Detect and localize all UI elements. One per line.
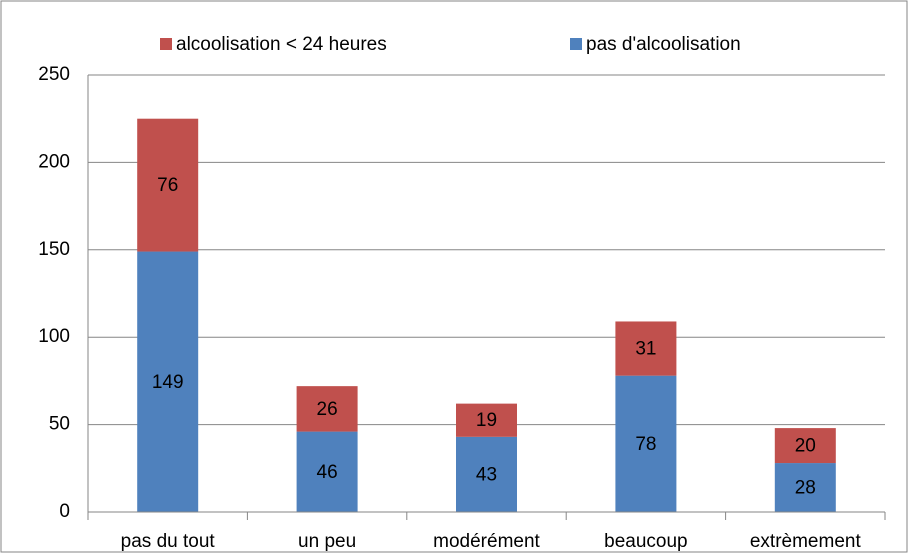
legend-label: alcoolisation < 24 heures bbox=[176, 34, 387, 55]
bar-segment bbox=[456, 403, 517, 437]
bar-segment bbox=[615, 321, 677, 376]
legend-swatch bbox=[160, 38, 172, 50]
y-tick-label: 250 bbox=[38, 64, 70, 85]
data-label: 78 bbox=[635, 434, 656, 455]
y-tick-label: 200 bbox=[38, 151, 70, 172]
legend-swatch bbox=[570, 38, 582, 50]
data-label: 149 bbox=[152, 372, 184, 393]
data-label: 31 bbox=[635, 339, 656, 360]
bar-segment bbox=[137, 251, 199, 512]
data-label: 19 bbox=[476, 410, 497, 431]
data-label: 76 bbox=[157, 175, 178, 196]
x-tick-label: beaucoup bbox=[604, 531, 687, 552]
bar-segment bbox=[137, 118, 199, 252]
bar-segment bbox=[774, 463, 836, 512]
x-tick-label: pas du tout bbox=[121, 531, 216, 552]
bar-segment bbox=[456, 436, 517, 512]
legend-label: pas d'alcoolisation bbox=[586, 34, 741, 55]
y-tick-label: 100 bbox=[38, 326, 70, 347]
bar-segment bbox=[296, 431, 358, 512]
x-tick-label: extrèmement bbox=[750, 531, 862, 552]
data-label: 20 bbox=[795, 436, 816, 457]
y-tick-label: 150 bbox=[38, 239, 70, 260]
x-tick-label: modérément bbox=[433, 531, 540, 552]
data-label: 26 bbox=[317, 399, 338, 420]
x-tick-label: un peu bbox=[298, 531, 356, 552]
bar-segment bbox=[774, 428, 836, 464]
bar-segment bbox=[296, 386, 358, 432]
bar-segment bbox=[615, 375, 677, 512]
data-label: 43 bbox=[476, 464, 497, 485]
y-tick-label: 50 bbox=[49, 414, 70, 435]
y-tick-label: 0 bbox=[59, 501, 70, 522]
data-label: 46 bbox=[317, 462, 338, 483]
data-label: 28 bbox=[795, 478, 816, 499]
